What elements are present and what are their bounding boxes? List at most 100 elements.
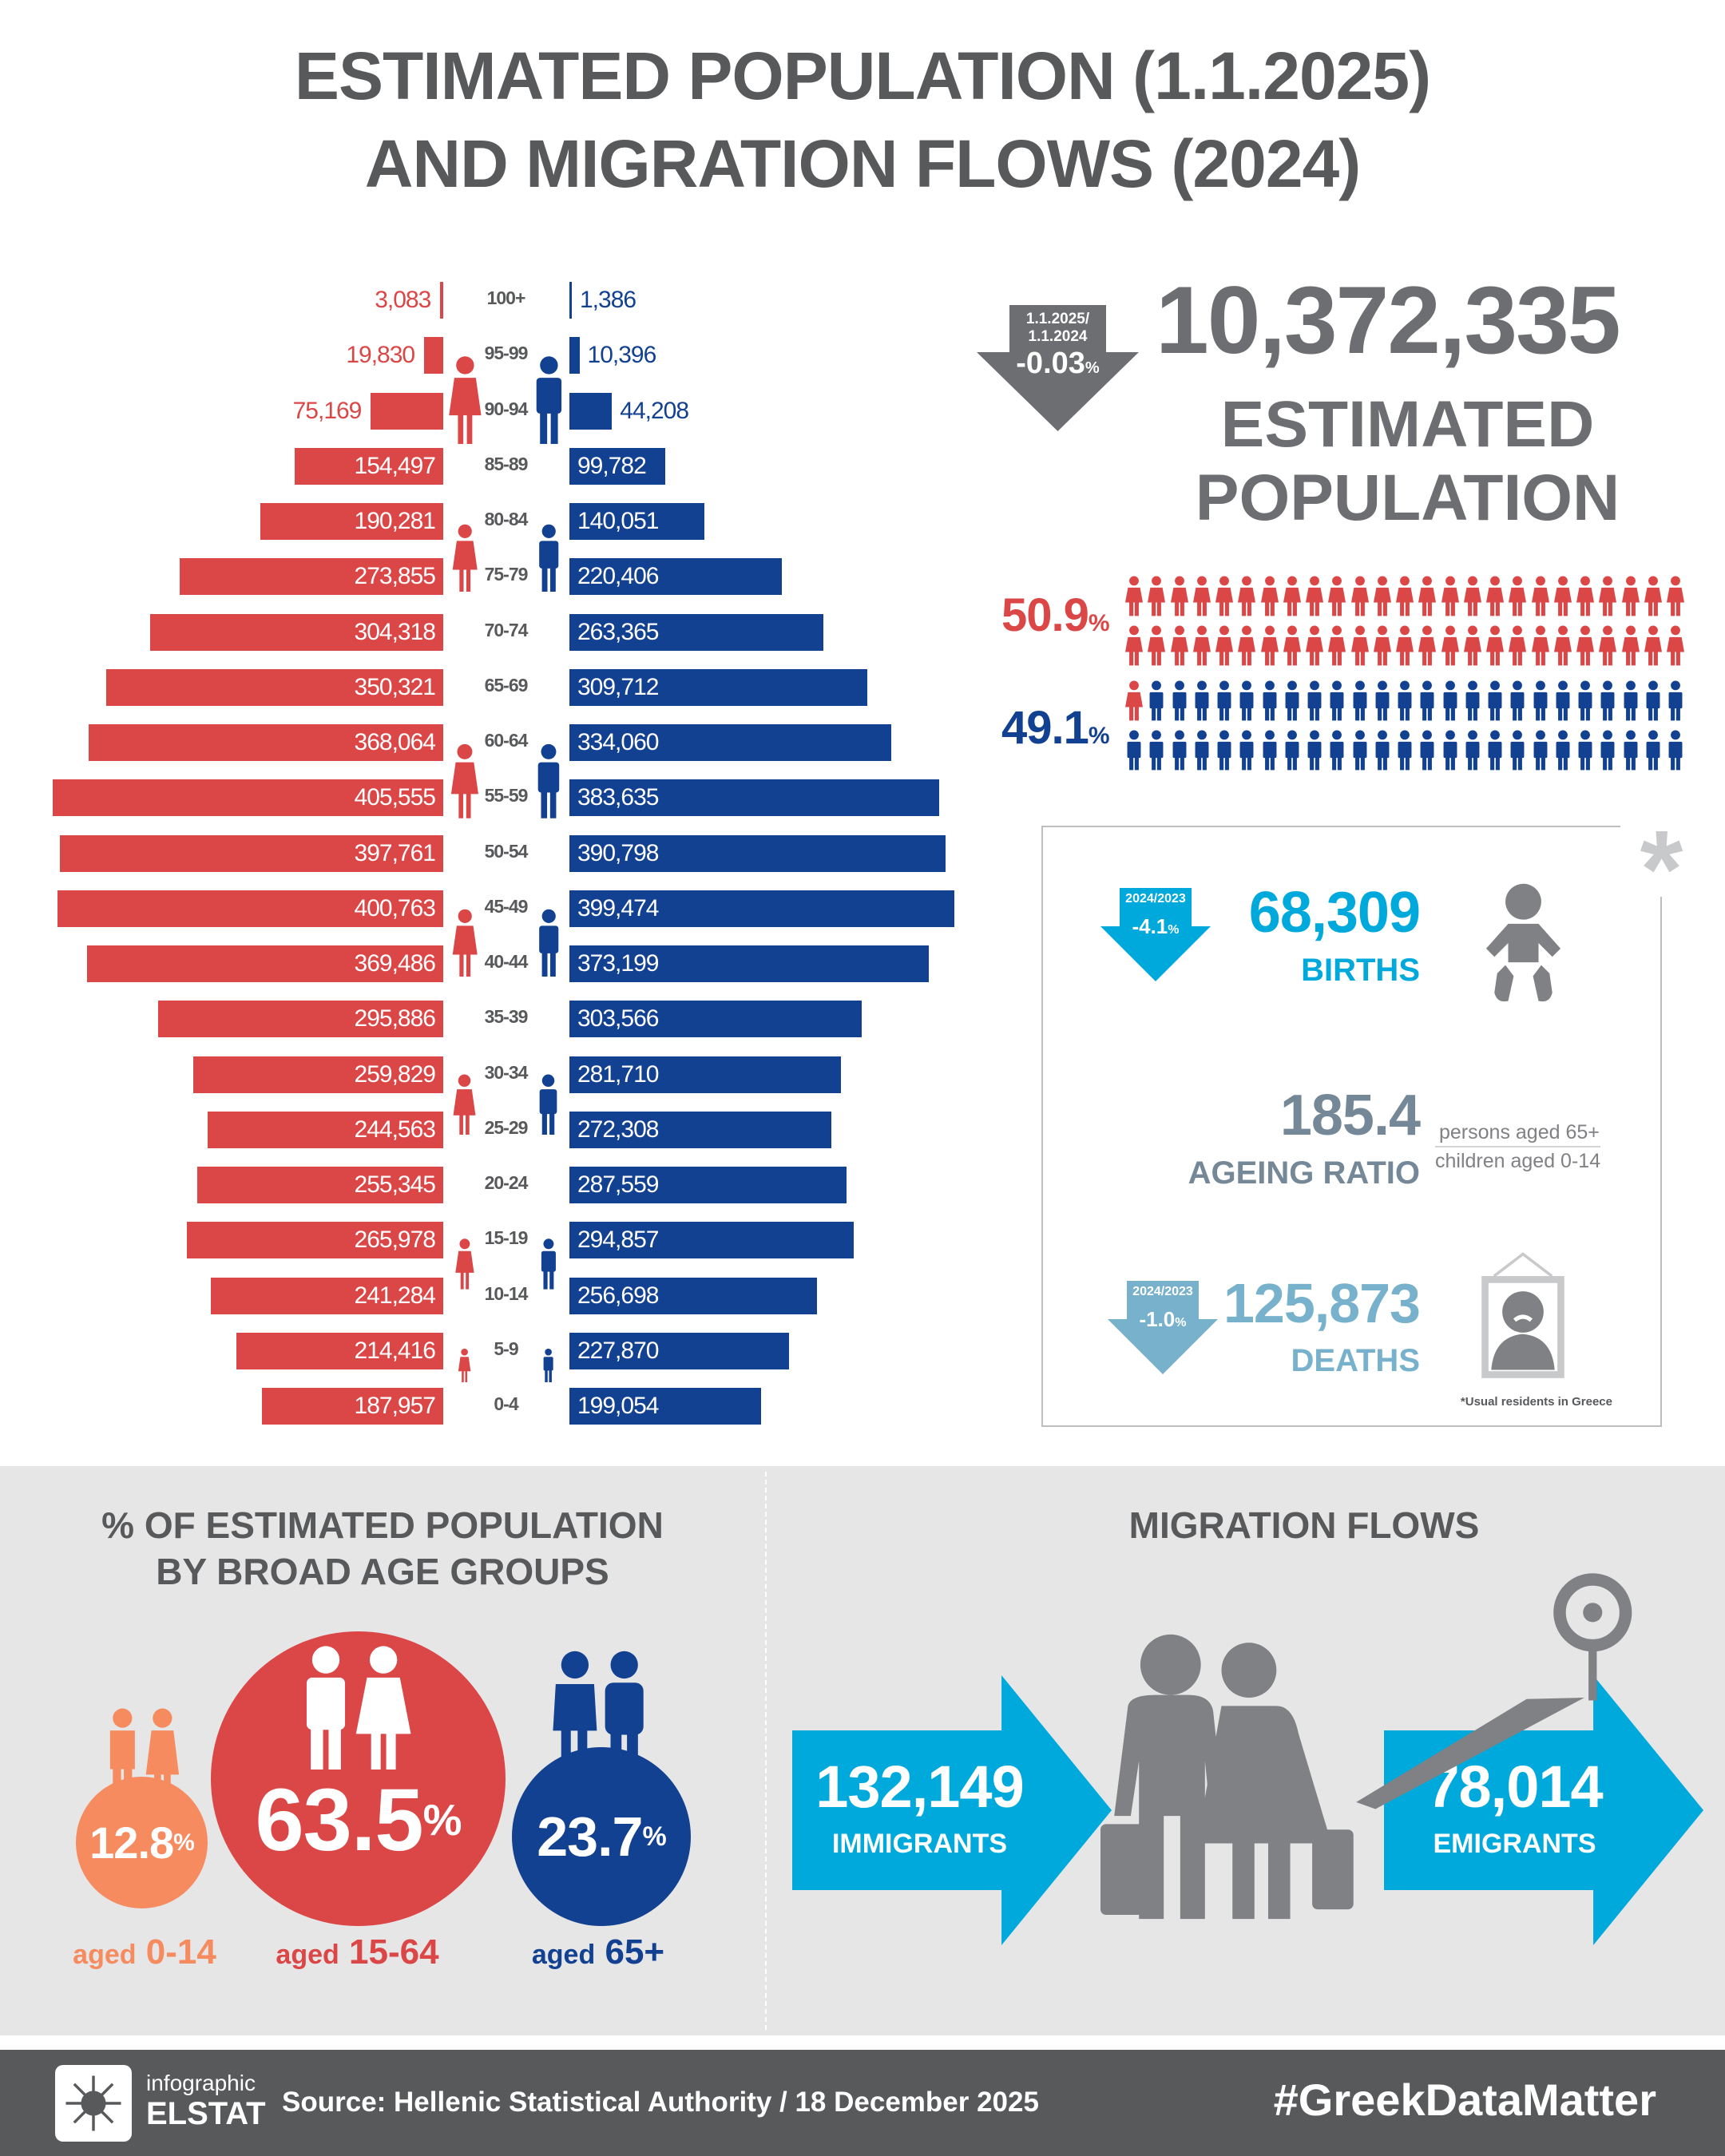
male-person-icon [1443, 680, 1457, 721]
title-line-2: AND MIGRATION FLOWS (2024) [364, 126, 1361, 201]
male-person-icon [1149, 680, 1164, 721]
male-person-icon [1398, 680, 1412, 721]
male-person-icon [1285, 680, 1299, 721]
female-person-icon [1553, 576, 1572, 616]
female-person-icon [1599, 576, 1617, 616]
female-person-icon [1396, 576, 1414, 616]
female-value-label: 369,486 [354, 950, 436, 977]
deaths-stat: 125,873 DEATHS [1223, 1265, 1421, 1380]
age-group-label: 65-69 [484, 674, 529, 696]
age-group-label: 20-24 [484, 1172, 529, 1193]
female-bar [87, 945, 443, 982]
emigrants-label: EMIGRANTS [1433, 1829, 1596, 1859]
male-value-label: 294,857 [577, 1227, 659, 1254]
male-figure-icon [537, 744, 560, 818]
male-figure-icon [538, 909, 559, 977]
female-person-icon [1192, 576, 1211, 616]
male-bar [569, 890, 954, 927]
female-person-icon [1509, 625, 1527, 666]
male-person-icon [1465, 730, 1480, 771]
male-person-icon [1556, 680, 1570, 721]
female-figure-icon [452, 909, 478, 977]
female-person-icon [1373, 576, 1391, 616]
population-pyramid: 3,083 1,386 100+ 19,830 10,396 95-99 75,169 44,… [0, 0, 962, 1437]
male-person-icon [1375, 680, 1390, 721]
change-period: 1.1.2025/ [1025, 311, 1090, 327]
female-person-icon [1125, 625, 1143, 666]
deaths-change-period: 2024/2023 [1132, 1285, 1193, 1298]
female-bar [208, 1111, 443, 1148]
age-group-label: 95-99 [484, 343, 529, 364]
female-bar [262, 1388, 443, 1425]
female-person-icon [1238, 576, 1256, 616]
male-value-label: 140,051 [577, 508, 659, 534]
age-group-label: 35-39 [484, 1006, 529, 1028]
male-percent: 49.1% [1001, 701, 1110, 755]
female-person-icon [1621, 625, 1640, 666]
age-0-14-label: aged 0-14 [55, 1932, 234, 1972]
female-figure-icon [452, 524, 478, 592]
male-person-icon [1600, 730, 1615, 771]
female-bar [236, 1332, 443, 1369]
male-person-icon [1488, 730, 1502, 771]
age-group-label: 15-19 [484, 1227, 529, 1249]
male-value-label: 10,396 [587, 342, 657, 369]
deaths-value: 125,873 [1223, 1272, 1421, 1334]
male-value-label: 287,559 [577, 1171, 659, 1198]
female-value-label: 244,563 [354, 1116, 436, 1143]
age-0-14-circle: 12.8% [76, 1777, 208, 1908]
male-value-label: 399,474 [577, 894, 659, 921]
male-person-icon [1172, 730, 1186, 771]
female-person-icon [1441, 625, 1459, 666]
female-person-icon [1441, 576, 1459, 616]
female-person-icon [1599, 625, 1617, 666]
female-person-icon [1283, 625, 1301, 666]
formula-denominator: children aged 0-14 [1435, 1150, 1601, 1172]
female-bar [150, 613, 443, 651]
deaths-change-arrow: 2024/2023 -1.0% [1108, 1281, 1218, 1374]
male-value-label: 272,308 [577, 1116, 659, 1143]
age-group-label: 50-54 [484, 840, 529, 862]
female-person-icon [1260, 625, 1279, 666]
male-bar [569, 668, 868, 706]
age-group-label: 40-44 [484, 951, 529, 972]
asterisk-icon: * [1620, 814, 1703, 925]
divider [765, 1472, 767, 2030]
immigrants-value: 132,149 [815, 1754, 1025, 1820]
female-person-icon [1373, 625, 1391, 666]
female-bar [105, 668, 443, 706]
female-person-icon [1576, 625, 1594, 666]
age-range: 65+ [605, 1932, 665, 1972]
male-bar [569, 613, 823, 651]
births-change-period: 2024/2023 [1125, 892, 1186, 906]
male-person-icon [1263, 730, 1276, 771]
female-value-label: 405,555 [354, 784, 436, 811]
female-person-icon [1486, 576, 1504, 616]
male-person-icon [1578, 730, 1592, 771]
female-value-label: 273,855 [354, 563, 436, 590]
female-person-icon [1531, 625, 1549, 666]
male-person-icon [1556, 730, 1570, 771]
female-person-icon [1486, 625, 1504, 666]
age-15-64-label: aged 15-64 [261, 1932, 454, 1972]
female-bar [440, 282, 443, 319]
male-value-label: 281,710 [577, 1060, 659, 1088]
male-person-icon [1488, 680, 1502, 721]
deaths-change: -1.0 [1139, 1307, 1176, 1331]
female-bar [192, 1056, 443, 1093]
male-person-icon [1195, 730, 1209, 771]
male-person-icon [1285, 730, 1299, 771]
age-0-14-percent: 12.8 [89, 1817, 174, 1868]
elstat-logo-icon [55, 2065, 132, 2142]
female-value-label: 397,761 [354, 839, 436, 866]
female-bar [424, 337, 443, 375]
formula-numerator: persons aged 65+ [1435, 1119, 1601, 1147]
ageing-ratio-stat: 185.4 AGEING RATIO [1188, 1077, 1421, 1192]
female-bar [260, 503, 443, 540]
female-person-icon [1350, 625, 1369, 666]
footnote: *Usual residents in Greece [1460, 1395, 1612, 1409]
percent-sign: % [1175, 1316, 1187, 1330]
male-bar [569, 1332, 789, 1369]
female-value-label: 400,763 [354, 894, 436, 921]
